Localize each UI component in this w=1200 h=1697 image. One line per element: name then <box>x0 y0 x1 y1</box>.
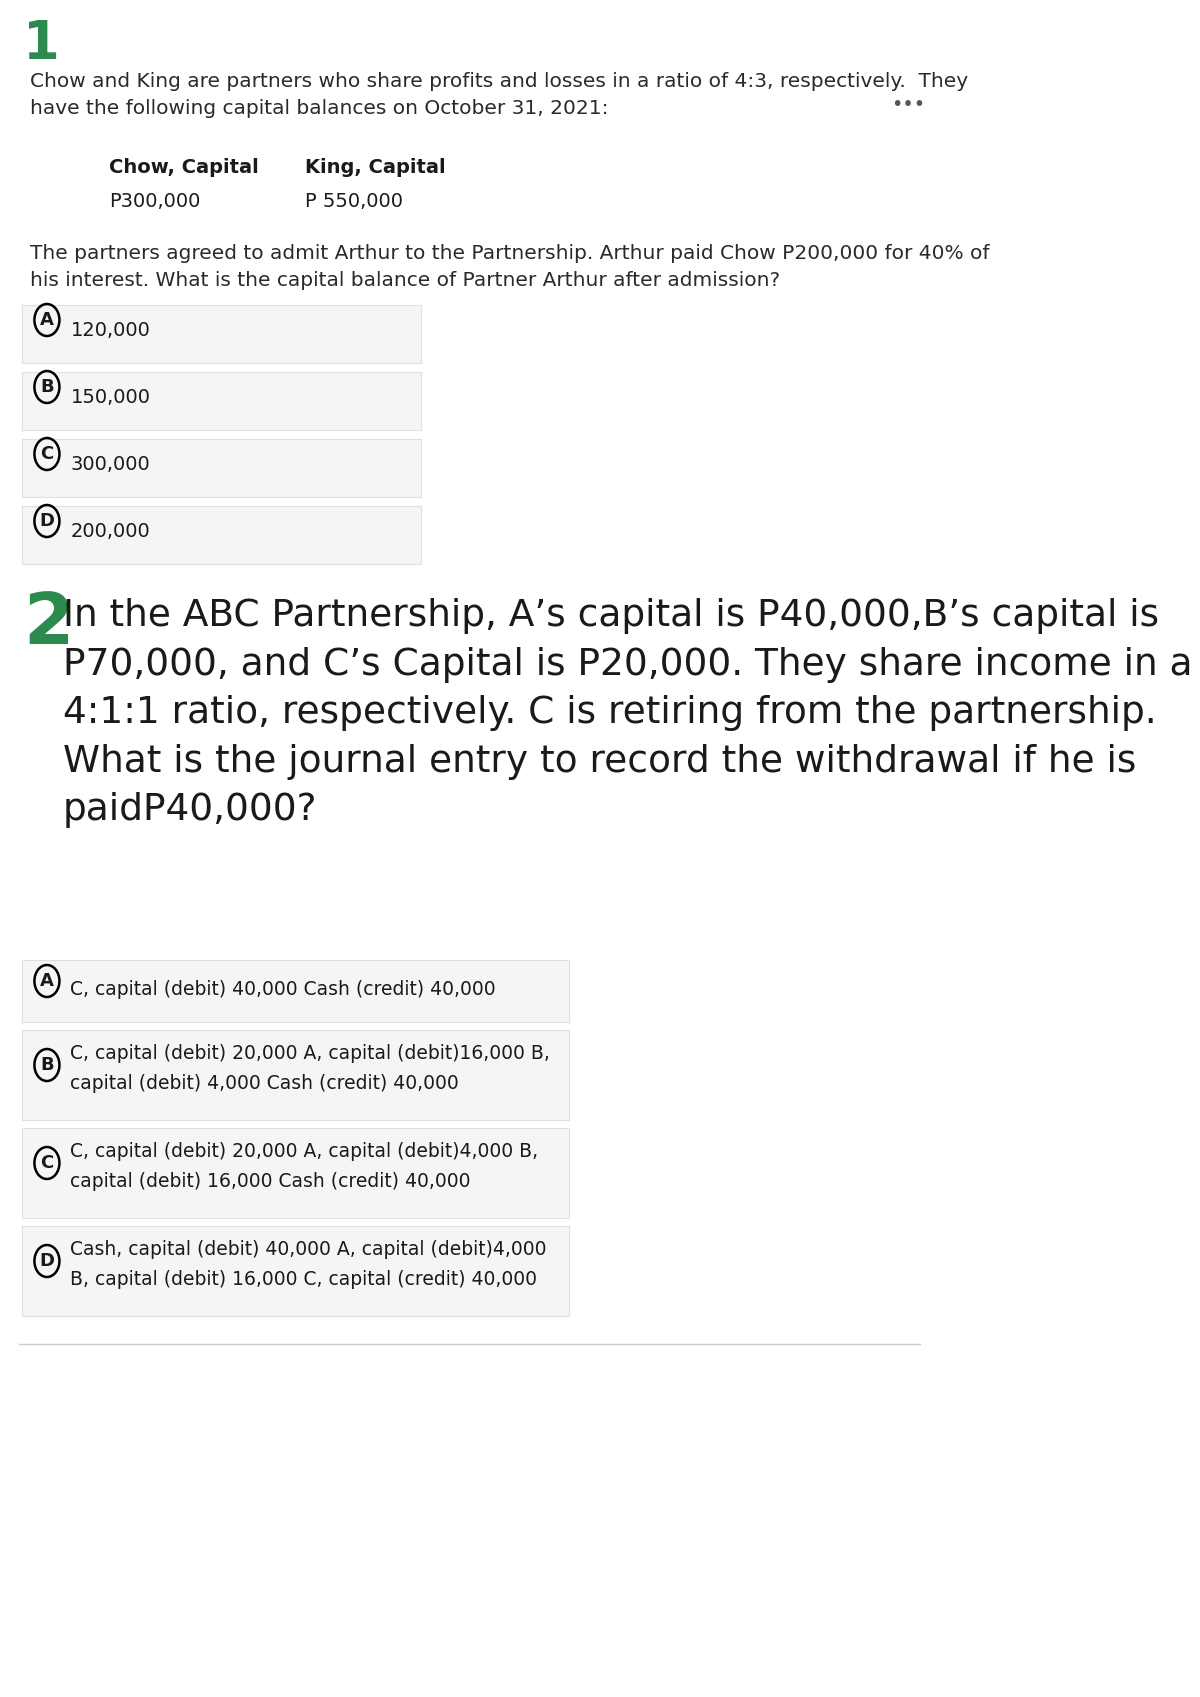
FancyBboxPatch shape <box>22 372 421 429</box>
FancyBboxPatch shape <box>22 305 421 363</box>
Text: 150,000: 150,000 <box>71 389 150 407</box>
Text: B: B <box>40 378 54 395</box>
Text: 120,000: 120,000 <box>71 321 150 339</box>
Text: In the ABC Partnership, A’s capital is P40,000,B’s capital is
P70,000, and C’s C: In the ABC Partnership, A’s capital is P… <box>62 597 1192 828</box>
Text: C: C <box>41 1154 54 1173</box>
Text: P 550,000: P 550,000 <box>305 192 403 210</box>
Text: C: C <box>41 445 54 463</box>
Text: 1: 1 <box>24 19 60 70</box>
Text: D: D <box>40 1252 54 1269</box>
Text: B, capital (debit) 16,000 C, capital (credit) 40,000: B, capital (debit) 16,000 C, capital (cr… <box>71 1269 538 1290</box>
Text: A: A <box>40 311 54 329</box>
Text: capital (debit) 16,000 Cash (credit) 40,000: capital (debit) 16,000 Cash (credit) 40,… <box>71 1173 470 1191</box>
Text: Cash, capital (debit) 40,000 A, capital (debit)4,000: Cash, capital (debit) 40,000 A, capital … <box>71 1241 547 1259</box>
Text: King, Capital: King, Capital <box>305 158 445 176</box>
FancyBboxPatch shape <box>22 961 569 1022</box>
FancyBboxPatch shape <box>22 1129 569 1218</box>
Text: 200,000: 200,000 <box>71 523 150 541</box>
FancyBboxPatch shape <box>22 440 421 497</box>
Text: B: B <box>40 1056 54 1074</box>
Text: 300,000: 300,000 <box>71 455 150 473</box>
FancyBboxPatch shape <box>22 1030 569 1120</box>
Text: Chow, Capital: Chow, Capital <box>109 158 259 176</box>
Text: 2: 2 <box>24 591 73 658</box>
Text: A: A <box>40 972 54 989</box>
Text: D: D <box>40 512 54 529</box>
Text: C, capital (debit) 20,000 A, capital (debit)4,000 B,: C, capital (debit) 20,000 A, capital (de… <box>71 1142 539 1161</box>
Text: C, capital (debit) 40,000 Cash (credit) 40,000: C, capital (debit) 40,000 Cash (credit) … <box>71 979 496 1000</box>
FancyBboxPatch shape <box>22 506 421 563</box>
Text: C, capital (debit) 20,000 A, capital (debit)16,000 B,: C, capital (debit) 20,000 A, capital (de… <box>71 1044 551 1062</box>
Text: P300,000: P300,000 <box>109 192 200 210</box>
Text: Chow and King are partners who share profits and losses in a ratio of 4:3, respe: Chow and King are partners who share pro… <box>30 71 968 119</box>
FancyBboxPatch shape <box>22 1225 569 1315</box>
Text: capital (debit) 4,000 Cash (credit) 40,000: capital (debit) 4,000 Cash (credit) 40,0… <box>71 1074 460 1093</box>
Text: The partners agreed to admit Arthur to the Partnership. Arthur paid Chow P200,00: The partners agreed to admit Arthur to t… <box>30 244 989 290</box>
Text: •••: ••• <box>892 95 925 114</box>
